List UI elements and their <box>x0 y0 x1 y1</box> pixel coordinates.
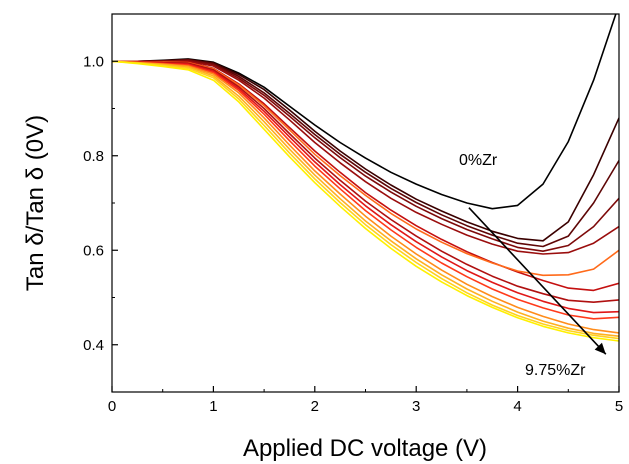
x-tick-label-2: 2 <box>311 398 319 415</box>
x-tick-label-3: 3 <box>412 398 420 415</box>
series-line-9 <box>112 60 619 320</box>
series-line-0 <box>112 14 617 210</box>
y-tick-label-2: 0.8 <box>83 148 104 165</box>
plot-series <box>112 14 619 342</box>
y-tick-label-3: 1.0 <box>83 53 104 70</box>
y-axis: 0.4 0.6 0.8 1.0 <box>83 13 118 393</box>
x-axis: 0 1 2 3 4 5 <box>108 386 623 415</box>
x-axis-title: Applied DC voltage (V) <box>243 435 487 462</box>
series-line-8 <box>112 60 619 314</box>
series-line-1 <box>112 58 619 242</box>
y-tick-label-1: 0.6 <box>83 242 104 259</box>
series-line-7 <box>112 60 619 304</box>
x-tick-label-0: 0 <box>108 398 116 415</box>
series-line-4 <box>112 60 619 255</box>
arrow-line <box>468 207 607 355</box>
annotation-0zr: 0%Zr <box>459 152 498 169</box>
annotation-9-75zr: 9.75%Zr <box>525 362 586 379</box>
series-line-11 <box>112 60 619 337</box>
series-line-13 <box>112 60 619 342</box>
series-line-12 <box>112 60 619 340</box>
arrow-layer <box>468 207 607 355</box>
x-tick-label-4: 4 <box>513 398 521 415</box>
arrow-head <box>594 342 606 355</box>
series-line-2 <box>112 58 619 248</box>
x-tick-label-1: 1 <box>209 398 217 415</box>
y-axis-title: Tan δ/Tan δ (0V) <box>22 115 49 291</box>
series-line-10 <box>112 60 619 334</box>
series-line-3 <box>112 59 619 252</box>
plot-frame <box>111 13 620 393</box>
y-tick-label-0: 0.4 <box>83 337 104 354</box>
x-tick-label-5: 5 <box>615 398 623 415</box>
